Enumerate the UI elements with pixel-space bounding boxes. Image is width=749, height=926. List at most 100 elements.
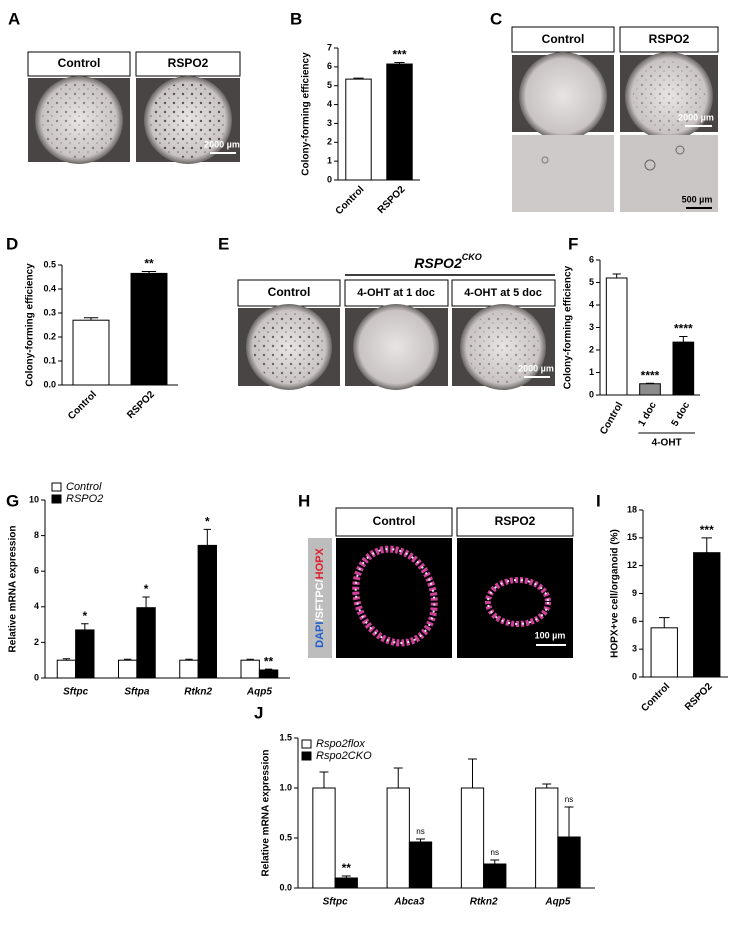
legend-label: Rspo2CKO (316, 750, 372, 762)
y-tick-label: 10 (29, 494, 39, 504)
x-tick-label: Control (334, 184, 367, 217)
x-tick-label: Sftpc (323, 897, 348, 908)
legend-swatch (51, 482, 62, 492)
label-box (27, 51, 131, 77)
scale-label: 2000 µm (204, 139, 240, 149)
y-tick-label: 9 (632, 588, 637, 598)
y-tick-label: 0.1 (43, 355, 56, 365)
x-tick-label: RSPO2 (683, 681, 715, 713)
bar (75, 629, 95, 679)
image-label: RSPO2 (495, 514, 536, 528)
y-tick-label: 3 (589, 322, 594, 332)
significance: ** (144, 257, 154, 271)
image-header: RSPO2CKO (414, 252, 481, 270)
y-tick-label: 1 (589, 367, 594, 377)
image (620, 135, 718, 212)
error-bar (679, 336, 688, 343)
error-bar (203, 528, 211, 546)
y-tick-label: 0 (34, 672, 39, 682)
y-tick-label: 3 (327, 118, 332, 128)
bar-chart: 0 2 4 6 8 10 Relative mRNA expression Sftpc * Sft… (8, 481, 290, 698)
bar (460, 787, 485, 889)
x-tick-label: Abca3 (393, 897, 424, 908)
y-tick-label: 3 (632, 644, 637, 654)
error-bar (142, 596, 150, 608)
colony (644, 159, 656, 171)
significance: * (82, 609, 87, 623)
bar (345, 78, 372, 181)
legend-label: Control (66, 481, 102, 493)
y-tick-label: 1.5 (279, 732, 292, 742)
legend-label: RSPO2 (66, 493, 103, 505)
well (519, 52, 607, 140)
scale-label: 2000 µm (518, 363, 554, 373)
scale-label: 500 µm (682, 194, 713, 204)
y-tick-label: 6 (327, 61, 332, 71)
y-tick-label: 0.4 (43, 283, 56, 293)
x-tick-label: Control (66, 389, 99, 422)
error-bar (490, 859, 500, 864)
y-tick-label: 0.0 (43, 379, 56, 389)
panel-letter: C (490, 9, 502, 28)
y-axis-label: Relative mRNA expression (8, 526, 19, 653)
bar (605, 277, 628, 396)
bar (693, 552, 721, 678)
bar (557, 836, 581, 889)
y-tick-label: 0.3 (43, 307, 56, 317)
error-bar (701, 537, 713, 553)
stain-hopx: HOPX (314, 548, 326, 580)
label-box (619, 26, 719, 53)
label-box (335, 507, 453, 537)
error-bar (542, 783, 552, 788)
panel-letter: F (568, 234, 578, 253)
y-tick-label: 1.0 (279, 782, 292, 792)
y-axis-label: HOPX+ve cell/organoid (%) (610, 529, 621, 658)
significance: *** (392, 48, 406, 62)
y-tick-label: 12 (627, 560, 637, 570)
image-label: RSPO2 (168, 56, 209, 70)
panel-letter: B (290, 9, 302, 28)
y-tick-label: 5 (589, 277, 594, 287)
legend-swatch (51, 494, 62, 504)
colonies (633, 60, 705, 132)
x-tick-label: Rtkn2 (184, 687, 212, 698)
label-box (511, 26, 615, 53)
x-tick-label: Aqp5 (246, 687, 272, 698)
scale-label: 2000 µm (678, 112, 714, 122)
bar (386, 787, 410, 889)
colonies (467, 311, 539, 383)
x-tick-label: 1 doc (636, 400, 659, 428)
y-tick-label: 1 (327, 156, 332, 166)
significance: *** (700, 523, 714, 537)
panel-letter: E (218, 234, 229, 253)
bar (650, 627, 678, 678)
x-tick-label: 5 doc (670, 400, 693, 428)
bar-chart: 0 1 2 3 4 5 6 7 Colony-forming efficiency Control… (301, 42, 420, 217)
bar (258, 669, 279, 679)
panel-letters: A B C D E F G H I J (6, 9, 601, 722)
significance: ns (565, 795, 573, 804)
y-tick-label: 0.0 (279, 882, 292, 892)
colonies (253, 311, 325, 383)
y-tick-label: 0 (589, 389, 594, 399)
image (512, 135, 614, 212)
y-tick-label: 6 (34, 566, 39, 576)
x-tick-label: RSPO2 (125, 389, 157, 421)
bar-chart: 0.0 0.1 0.2 0.3 0.4 0.5 Colony-forming efficie… (25, 257, 178, 422)
image-label: Control (268, 285, 311, 299)
header-text: RSPO2 (414, 255, 462, 271)
image-label: RSPO2 (649, 32, 690, 46)
error-bar (468, 758, 477, 788)
image-label: Control (58, 56, 101, 70)
organoid-cells (354, 548, 436, 644)
significance: * (144, 582, 149, 596)
panel-letter: D (6, 234, 18, 253)
stain-sftpc: /SFTPC/ (314, 579, 326, 621)
stain-strip (308, 538, 332, 658)
significance: **** (674, 322, 693, 336)
y-tick-label: 2 (34, 637, 39, 647)
x-tick-label: Rtkn2 (470, 897, 498, 908)
panel-h-images: Control RSPO2 DAPI/SFTPC/HOPX 100 µm (308, 507, 574, 658)
y-axis-label: Colony-forming efficiency (25, 263, 36, 387)
